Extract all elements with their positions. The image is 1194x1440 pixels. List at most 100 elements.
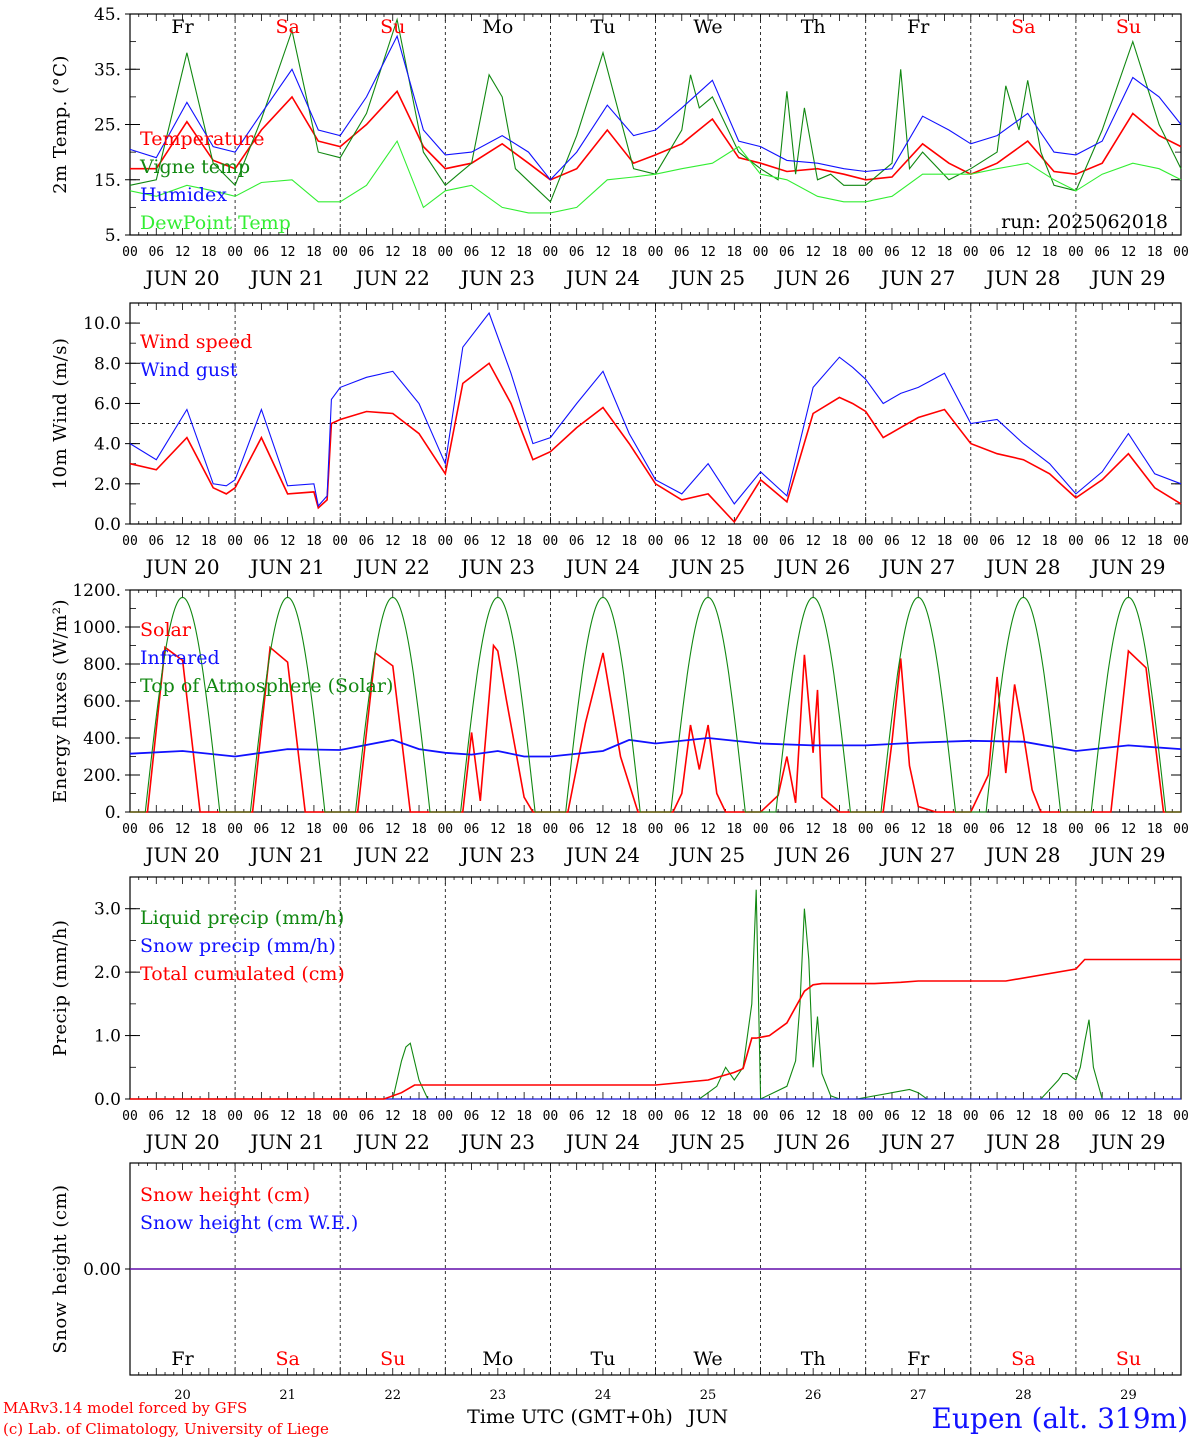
hour-tick-label: 00	[648, 822, 664, 837]
hour-tick-label: 18	[1147, 1109, 1163, 1124]
legend-entry: Top of Atmosphere (Solar)	[140, 675, 393, 697]
hour-tick-label: 00	[227, 245, 243, 260]
hour-tick-label: 12	[805, 534, 821, 549]
weekday-label: Mo	[482, 1348, 513, 1370]
series-line-top-of-atmosphere-solar-	[130, 596, 1181, 813]
date-label: JUN 29	[1089, 1130, 1165, 1154]
weekday-label: Su	[380, 16, 405, 38]
hour-tick-label: 12	[595, 1109, 611, 1124]
hour-tick-label: 12	[910, 534, 926, 549]
hour-tick-label: 12	[805, 1109, 821, 1124]
weekday-label: We	[693, 16, 722, 38]
hour-tick-label: 06	[148, 822, 164, 837]
date-label: JUN 21	[249, 843, 325, 867]
hour-tick-label: 00	[1173, 534, 1189, 549]
hour-tick-label: 18	[201, 245, 217, 260]
hour-tick-label: 06	[779, 822, 795, 837]
hour-tick-label: 12	[1121, 534, 1137, 549]
hour-tick-label: 12	[1121, 1109, 1137, 1124]
date-label: JUN 24	[564, 1130, 640, 1154]
y-tick-label: 0.0	[94, 1090, 121, 1110]
hour-tick-label: 12	[175, 822, 191, 837]
day-number: 24	[595, 1388, 612, 1403]
weekday-label: Th	[801, 1348, 826, 1370]
hour-tick-label: 18	[201, 822, 217, 837]
day-number: 29	[1120, 1388, 1137, 1403]
hour-tick-label: 12	[1016, 822, 1032, 837]
hour-tick-label: 06	[989, 1109, 1005, 1124]
date-label: JUN 24	[564, 555, 640, 579]
hour-tick-label: 00	[753, 245, 769, 260]
day-number: 21	[279, 1388, 296, 1403]
hour-tick-label: 06	[674, 534, 690, 549]
weekday-label: Fr	[907, 16, 930, 38]
day-number: 25	[700, 1388, 717, 1403]
date-label: JUN 27	[879, 266, 955, 290]
date-label: JUN 26	[774, 843, 850, 867]
day-number: 26	[805, 1388, 822, 1403]
hour-tick-label: 06	[464, 1109, 480, 1124]
y-tick-label: 200.	[83, 766, 121, 786]
hour-tick-label: 18	[937, 1109, 953, 1124]
hour-tick-label: 18	[1042, 822, 1058, 837]
date-label: JUN 29	[1089, 843, 1165, 867]
hour-tick-label: 18	[726, 822, 742, 837]
date-label: JUN 21	[249, 1130, 325, 1154]
hour-tick-label: 06	[148, 1109, 164, 1124]
date-label: JUN 22	[354, 1130, 430, 1154]
hour-tick-label: 06	[989, 245, 1005, 260]
day-number: 20	[174, 1388, 191, 1403]
hour-tick-label: 12	[280, 245, 296, 260]
hour-tick-label: 18	[621, 534, 637, 549]
legend-entry: Snow height (cm W.E.)	[140, 1212, 358, 1234]
hour-tick-label: 06	[884, 534, 900, 549]
hour-tick-label: 06	[989, 822, 1005, 837]
hour-tick-label: 18	[516, 822, 532, 837]
hour-tick-label: 12	[490, 1109, 506, 1124]
legend-entry: Vigne temp	[139, 156, 250, 178]
hour-tick-label: 06	[569, 822, 585, 837]
hour-tick-label: 00	[332, 245, 348, 260]
hour-tick-label: 18	[1147, 534, 1163, 549]
precip-panel: 0.0 1.0 2.0 3.0 Precip (mm/h) Liquid precip (…	[50, 876, 1189, 1154]
hour-tick-label: 00	[648, 534, 664, 549]
weekday-label: We	[693, 1348, 722, 1370]
hour-tick-label: 18	[621, 245, 637, 260]
date-label: JUN 27	[879, 555, 955, 579]
hour-tick-label: 00	[122, 534, 138, 549]
date-label: JUN 28	[984, 266, 1060, 290]
hour-tick-label: 18	[621, 822, 637, 837]
legend-entry: Infrared	[140, 647, 220, 669]
day-number: 28	[1015, 1388, 1032, 1403]
series-line-temperature	[130, 89, 1182, 181]
hour-tick-label: 12	[910, 1109, 926, 1124]
hour-tick-label: 00	[753, 822, 769, 837]
y-tick-label: 400.	[83, 729, 121, 749]
y-tick-label: 1.0	[94, 1027, 121, 1047]
y-tick-label: 15.	[94, 171, 121, 191]
date-label: JUN 25	[669, 1130, 745, 1154]
y-tick-label: 0.	[105, 803, 121, 823]
hour-tick-label: 06	[254, 534, 270, 549]
series-line-total-cumulated-cm-	[130, 958, 1181, 1100]
weekday-label: Tu	[590, 1348, 615, 1370]
hour-tick-label: 00	[1068, 822, 1084, 837]
series-line-dewpoint-temp	[129, 139, 1182, 214]
hour-tick-label: 06	[779, 534, 795, 549]
hour-tick-label: 12	[1121, 245, 1137, 260]
hour-tick-label: 00	[753, 534, 769, 549]
y-axis-label: Snow height (cm)	[50, 1184, 71, 1353]
hour-tick-label: 12	[700, 1109, 716, 1124]
hour-tick-label: 00	[227, 1109, 243, 1124]
hour-tick-label: 06	[569, 534, 585, 549]
weekday-label: Sa	[1011, 1348, 1035, 1370]
date-label: JUN 26	[774, 555, 850, 579]
hour-tick-label: 06	[359, 1109, 375, 1124]
date-label: JUN 22	[354, 843, 430, 867]
hour-tick-label: 12	[1016, 245, 1032, 260]
y-tick-label: 1000.	[72, 618, 121, 638]
hour-tick-label: 06	[779, 1109, 795, 1124]
date-label: JUN 24	[564, 266, 640, 290]
hour-tick-label: 00	[858, 822, 874, 837]
hour-tick-label: 12	[700, 822, 716, 837]
